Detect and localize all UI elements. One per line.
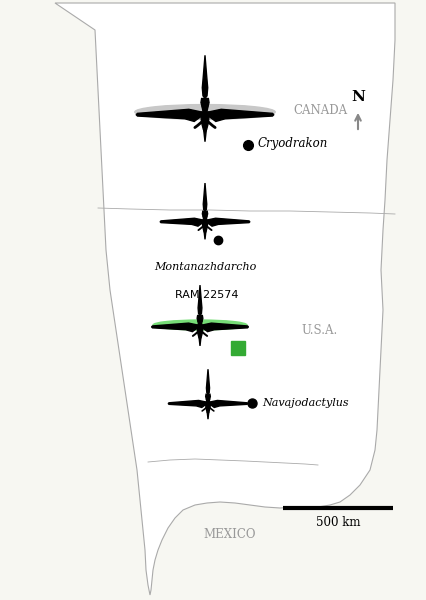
Polygon shape	[206, 401, 210, 414]
Text: MEXICO: MEXICO	[204, 529, 256, 541]
Polygon shape	[206, 394, 210, 399]
Ellipse shape	[153, 320, 247, 330]
Bar	[231, 341, 245, 355]
Polygon shape	[202, 55, 208, 98]
Polygon shape	[207, 369, 210, 394]
Text: 500 km: 500 km	[316, 516, 360, 529]
Polygon shape	[197, 325, 203, 339]
Polygon shape	[202, 211, 207, 217]
Polygon shape	[204, 232, 206, 239]
Polygon shape	[199, 337, 201, 346]
Polygon shape	[136, 109, 201, 121]
Polygon shape	[202, 220, 207, 233]
Text: Cryodrakon: Cryodrakon	[258, 137, 328, 151]
Polygon shape	[55, 3, 395, 595]
Polygon shape	[203, 183, 207, 211]
Ellipse shape	[135, 104, 275, 119]
Polygon shape	[198, 285, 202, 316]
Polygon shape	[201, 112, 209, 132]
Text: U.S.A.: U.S.A.	[302, 323, 338, 337]
Polygon shape	[210, 400, 248, 407]
Text: Navajodactylus: Navajodactylus	[262, 398, 348, 408]
Polygon shape	[198, 321, 202, 325]
Text: Montanazhdarcho: Montanazhdarcho	[154, 262, 256, 272]
Polygon shape	[207, 412, 209, 419]
Polygon shape	[202, 107, 208, 112]
Polygon shape	[202, 323, 248, 332]
Polygon shape	[206, 399, 210, 402]
Polygon shape	[168, 400, 206, 407]
Polygon shape	[204, 130, 206, 142]
Polygon shape	[201, 98, 209, 107]
Polygon shape	[160, 218, 203, 226]
Text: N: N	[351, 90, 365, 104]
Polygon shape	[197, 316, 203, 322]
Text: CANADA: CANADA	[293, 103, 347, 116]
Polygon shape	[203, 217, 207, 220]
Text: RAM 22574: RAM 22574	[175, 290, 239, 300]
Polygon shape	[207, 218, 250, 226]
Polygon shape	[152, 323, 198, 332]
Polygon shape	[208, 109, 274, 121]
